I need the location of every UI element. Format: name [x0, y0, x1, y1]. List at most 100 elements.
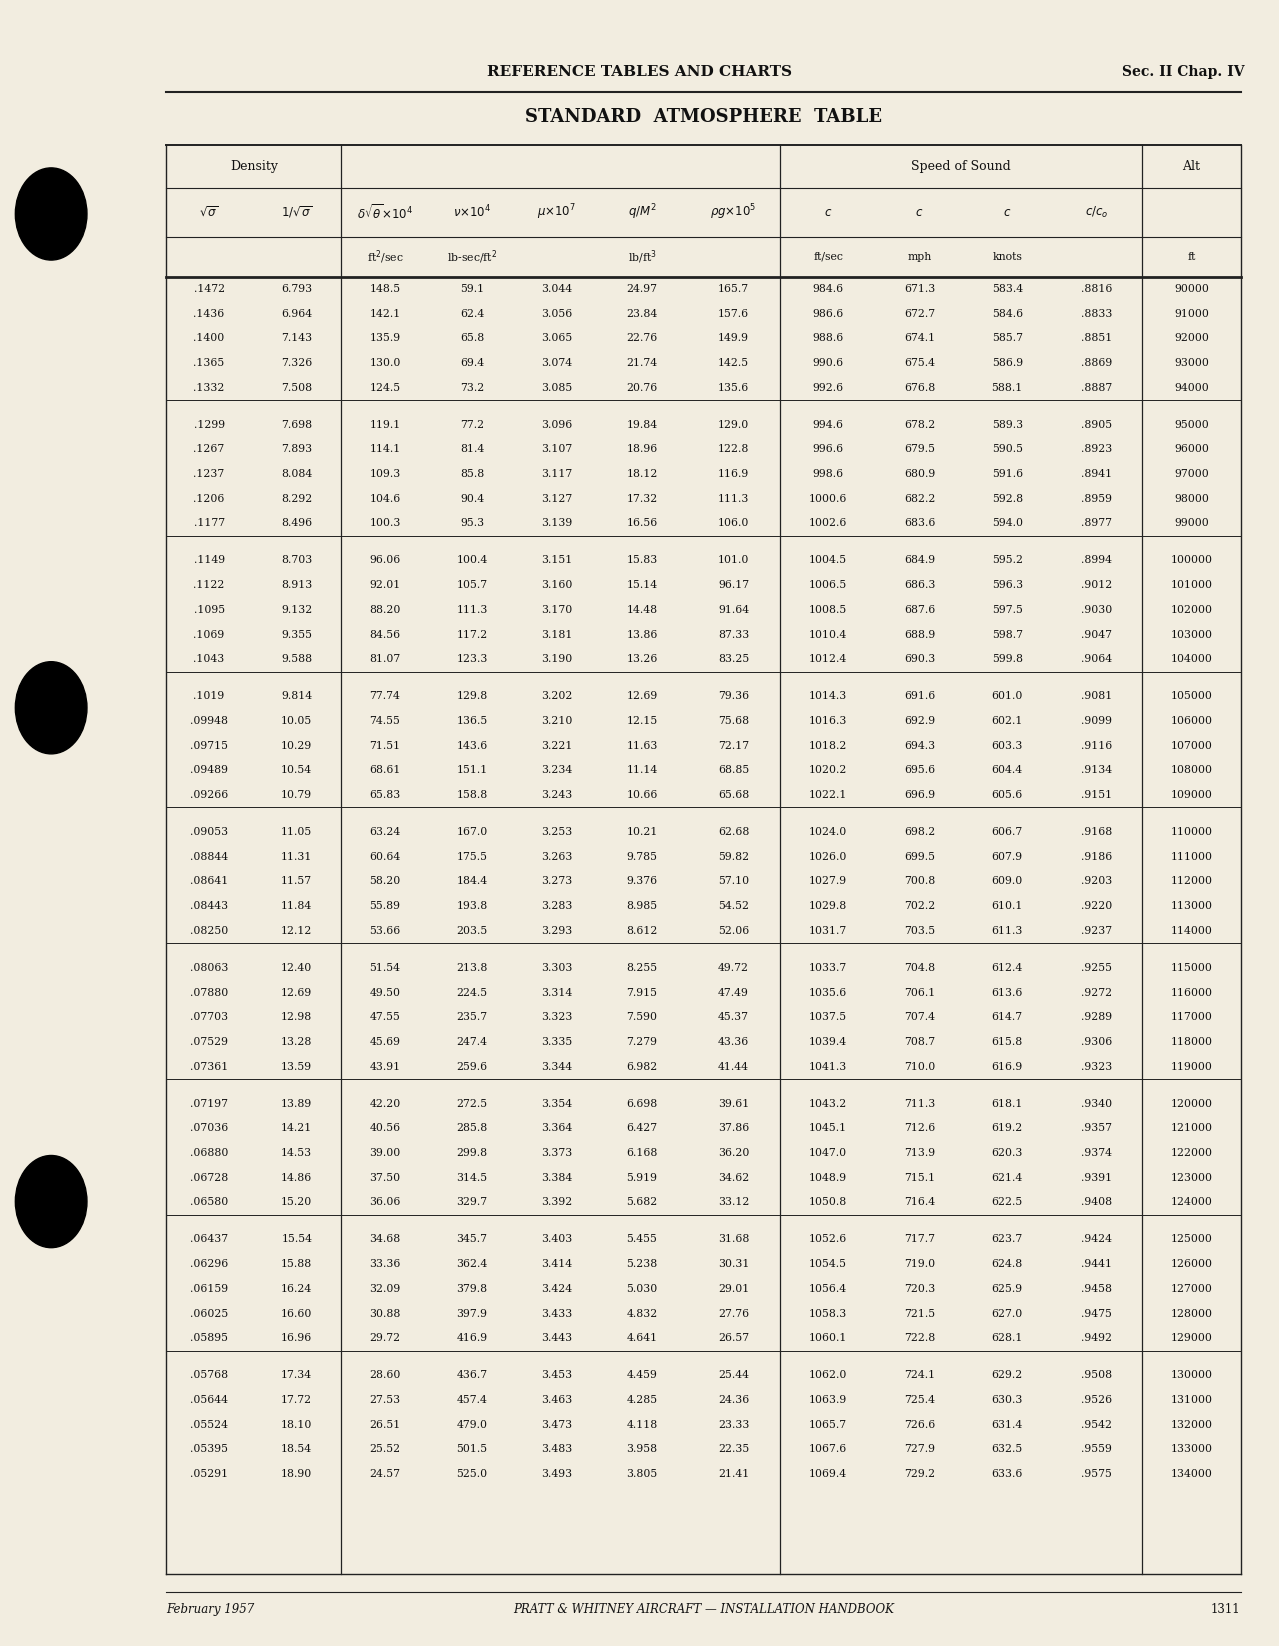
Text: 20.76: 20.76 [627, 382, 657, 393]
Text: 111000: 111000 [1170, 851, 1212, 863]
Text: 1002.6: 1002.6 [808, 518, 848, 528]
Text: .9255: .9255 [1081, 963, 1113, 973]
Text: 1058.3: 1058.3 [810, 1309, 847, 1318]
Text: 92.01: 92.01 [370, 579, 400, 591]
Text: 594.0: 594.0 [991, 518, 1023, 528]
Text: 10.29: 10.29 [281, 741, 312, 751]
Text: .05395: .05395 [191, 1444, 228, 1455]
Text: $\delta\sqrt{\theta}{\times}10^4$: $\delta\sqrt{\theta}{\times}10^4$ [357, 202, 413, 222]
Text: .9492: .9492 [1081, 1333, 1113, 1343]
Text: 3.443: 3.443 [541, 1333, 572, 1343]
Text: 1052.6: 1052.6 [810, 1234, 847, 1244]
Text: 479.0: 479.0 [457, 1419, 487, 1430]
Text: 397.9: 397.9 [457, 1309, 487, 1318]
Text: 28.60: 28.60 [370, 1369, 400, 1381]
Text: 721.5: 721.5 [904, 1309, 935, 1318]
Text: 12.69: 12.69 [281, 988, 312, 997]
Text: 193.8: 193.8 [457, 900, 487, 912]
Text: .1472: .1472 [193, 283, 225, 295]
Text: 3.314: 3.314 [541, 988, 572, 997]
Text: 6.698: 6.698 [627, 1098, 657, 1109]
Text: STANDARD  ATMOSPHERE  TABLE: STANDARD ATMOSPHERE TABLE [524, 109, 883, 125]
Text: .9408: .9408 [1081, 1197, 1113, 1208]
Text: .06437: .06437 [191, 1234, 228, 1244]
Text: 501.5: 501.5 [457, 1444, 487, 1455]
Text: 10.54: 10.54 [281, 765, 312, 775]
Text: 11.31: 11.31 [281, 851, 312, 863]
Text: .9134: .9134 [1081, 765, 1113, 775]
Text: .1206: .1206 [193, 494, 225, 504]
Text: 81.07: 81.07 [370, 653, 400, 665]
Text: 1006.5: 1006.5 [810, 579, 847, 591]
Text: 19.84: 19.84 [627, 420, 657, 430]
Text: 72.17: 72.17 [718, 741, 749, 751]
Text: 984.6: 984.6 [812, 283, 844, 295]
Text: 1024.0: 1024.0 [810, 826, 847, 838]
Text: 717.7: 717.7 [904, 1234, 935, 1244]
Text: 1065.7: 1065.7 [810, 1419, 847, 1430]
Text: 3.384: 3.384 [541, 1172, 572, 1183]
Text: 675.4: 675.4 [904, 357, 935, 369]
Text: 3.403: 3.403 [541, 1234, 572, 1244]
Text: 68.61: 68.61 [370, 765, 400, 775]
Text: 124000: 124000 [1170, 1197, 1212, 1208]
Text: 3.433: 3.433 [541, 1309, 572, 1318]
Text: 15.14: 15.14 [627, 579, 657, 591]
Text: 6.964: 6.964 [281, 308, 312, 319]
Text: .09715: .09715 [191, 741, 228, 751]
Text: 680.9: 680.9 [904, 469, 935, 479]
Text: 3.414: 3.414 [541, 1259, 572, 1269]
Text: 992.6: 992.6 [812, 382, 844, 393]
Text: 6.982: 6.982 [627, 1062, 657, 1072]
Text: 678.2: 678.2 [904, 420, 935, 430]
Text: .1069: .1069 [193, 629, 225, 640]
Text: 42.20: 42.20 [370, 1098, 400, 1109]
Text: 285.8: 285.8 [457, 1123, 487, 1134]
Text: .1267: .1267 [193, 444, 225, 454]
Text: 106000: 106000 [1170, 716, 1212, 726]
Text: 114.1: 114.1 [370, 444, 400, 454]
Text: 1056.4: 1056.4 [810, 1284, 847, 1294]
Text: .07197: .07197 [191, 1098, 228, 1109]
Text: 235.7: 235.7 [457, 1012, 487, 1022]
Text: $\nu{\times}10^4$: $\nu{\times}10^4$ [453, 204, 491, 221]
Text: 596.3: 596.3 [991, 579, 1023, 591]
Text: .08063: .08063 [189, 963, 229, 973]
Text: 148.5: 148.5 [370, 283, 400, 295]
Text: REFERENCE TABLES AND CHARTS: REFERENCE TABLES AND CHARTS [487, 66, 792, 79]
Text: .06580: .06580 [191, 1197, 228, 1208]
Text: .8887: .8887 [1081, 382, 1113, 393]
Text: 101.0: 101.0 [718, 555, 749, 566]
Text: 10.66: 10.66 [627, 790, 657, 800]
Text: .9099: .9099 [1081, 716, 1113, 726]
Text: 11.14: 11.14 [627, 765, 657, 775]
Text: 119.1: 119.1 [370, 420, 400, 430]
Text: 91.64: 91.64 [718, 604, 749, 616]
Text: 671.3: 671.3 [904, 283, 935, 295]
Text: 224.5: 224.5 [457, 988, 487, 997]
Text: 3.344: 3.344 [541, 1062, 572, 1072]
Text: 13.86: 13.86 [627, 629, 657, 640]
Text: 6.427: 6.427 [627, 1123, 657, 1134]
Text: .07361: .07361 [191, 1062, 228, 1072]
Text: 65.68: 65.68 [718, 790, 749, 800]
Text: lb/ft$^3$: lb/ft$^3$ [628, 249, 656, 265]
Text: 676.8: 676.8 [904, 382, 935, 393]
Text: 3.373: 3.373 [541, 1147, 572, 1159]
Text: .1149: .1149 [193, 555, 225, 566]
Text: 988.6: 988.6 [812, 332, 844, 344]
Text: 3.958: 3.958 [627, 1444, 657, 1455]
Text: 16.96: 16.96 [281, 1333, 312, 1343]
Text: 45.69: 45.69 [370, 1037, 400, 1047]
Text: 59.82: 59.82 [718, 851, 749, 863]
Text: .06025: .06025 [191, 1309, 228, 1318]
Text: 100.4: 100.4 [457, 555, 487, 566]
Text: 213.8: 213.8 [457, 963, 487, 973]
Text: 94000: 94000 [1174, 382, 1209, 393]
Text: 672.7: 672.7 [904, 308, 935, 319]
Text: .9575: .9575 [1081, 1468, 1113, 1480]
Text: 713.9: 713.9 [904, 1147, 935, 1159]
Text: 700.8: 700.8 [904, 876, 935, 887]
Text: February 1957: February 1957 [166, 1603, 255, 1616]
Text: .9116: .9116 [1081, 741, 1113, 751]
